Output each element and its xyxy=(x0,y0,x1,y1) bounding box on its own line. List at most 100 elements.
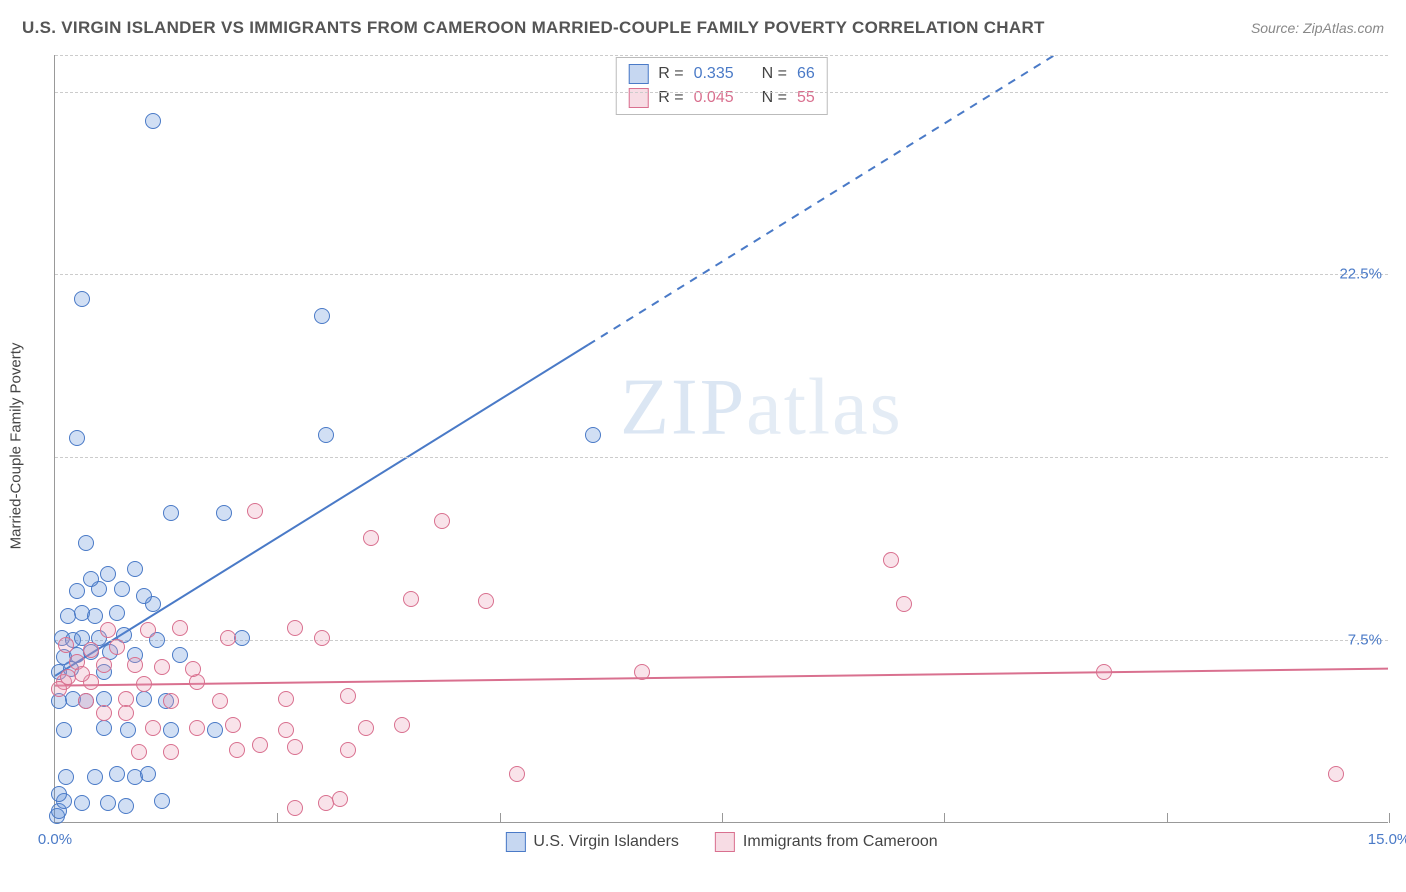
gridline-h xyxy=(55,55,1388,56)
r-label: R = xyxy=(658,65,683,83)
data-point xyxy=(340,688,356,704)
correlation-stats-box: R =0.335N =66R =0.045N =55 xyxy=(615,57,828,115)
data-point xyxy=(145,113,161,129)
data-point xyxy=(58,637,74,653)
x-tick-label: 15.0% xyxy=(1368,831,1406,848)
gridline-h xyxy=(55,274,1388,275)
data-point xyxy=(96,657,112,673)
data-point xyxy=(100,795,116,811)
data-point xyxy=(56,722,72,738)
data-point xyxy=(185,661,201,677)
data-point xyxy=(229,742,245,758)
gridline-h xyxy=(55,92,1388,93)
data-point xyxy=(252,737,268,753)
watermark: ZIPatlas xyxy=(620,362,903,453)
data-point xyxy=(100,622,116,638)
gridline-h xyxy=(55,640,1388,641)
data-point xyxy=(189,720,205,736)
data-point xyxy=(136,691,152,707)
data-point xyxy=(287,620,303,636)
data-point xyxy=(394,717,410,733)
data-point xyxy=(287,739,303,755)
data-point xyxy=(118,798,134,814)
data-point xyxy=(51,786,67,802)
data-point xyxy=(163,744,179,760)
data-point xyxy=(87,769,103,785)
data-point xyxy=(83,571,99,587)
data-point xyxy=(216,505,232,521)
data-point xyxy=(58,769,74,785)
data-point xyxy=(247,503,263,519)
gridline-v xyxy=(722,813,723,823)
series-swatch xyxy=(715,832,735,852)
data-point xyxy=(585,427,601,443)
data-point xyxy=(78,693,94,709)
data-point xyxy=(140,766,156,782)
data-point xyxy=(74,666,90,682)
data-point xyxy=(127,561,143,577)
data-point xyxy=(109,639,125,655)
legend-item: Immigrants from Cameroon xyxy=(715,832,938,852)
data-point xyxy=(278,691,294,707)
data-point xyxy=(78,535,94,551)
stats-row: R =0.335N =66 xyxy=(628,62,815,86)
y-axis-label: Married-Couple Family Poverty xyxy=(8,343,25,550)
data-point xyxy=(118,691,134,707)
data-point xyxy=(896,596,912,612)
gridline-v xyxy=(277,813,278,823)
gridline-v xyxy=(944,813,945,823)
source-label: Source: ZipAtlas.com xyxy=(1251,20,1384,36)
legend-item: U.S. Virgin Islanders xyxy=(505,832,679,852)
data-point xyxy=(140,622,156,638)
data-point xyxy=(207,722,223,738)
gridline-v xyxy=(500,813,501,823)
data-point xyxy=(634,664,650,680)
data-point xyxy=(220,630,236,646)
data-point xyxy=(509,766,525,782)
data-point xyxy=(136,676,152,692)
data-point xyxy=(145,720,161,736)
data-point xyxy=(314,308,330,324)
data-point xyxy=(109,766,125,782)
data-point xyxy=(69,583,85,599)
data-point xyxy=(340,742,356,758)
n-value: 66 xyxy=(797,65,815,83)
data-point xyxy=(136,588,152,604)
data-point xyxy=(87,608,103,624)
y-tick-label: 22.5% xyxy=(1339,266,1382,283)
data-point xyxy=(434,513,450,529)
data-point xyxy=(318,427,334,443)
data-point xyxy=(51,681,67,697)
data-point xyxy=(154,793,170,809)
data-point xyxy=(212,693,228,709)
watermark-b: atlas xyxy=(746,363,903,451)
series-name: U.S. Virgin Islanders xyxy=(533,833,679,851)
data-point xyxy=(225,717,241,733)
series-swatch xyxy=(505,832,525,852)
plot-area: ZIPatlas R =0.335N =66R =0.045N =55 U.S.… xyxy=(54,55,1388,823)
data-point xyxy=(74,291,90,307)
chart-title: U.S. VIRGIN ISLANDER VS IMMIGRANTS FROM … xyxy=(22,18,1045,38)
data-point xyxy=(114,581,130,597)
data-point xyxy=(74,795,90,811)
data-point xyxy=(69,430,85,446)
y-tick-label: 7.5% xyxy=(1348,632,1382,649)
data-point xyxy=(172,647,188,663)
data-point xyxy=(363,530,379,546)
data-point xyxy=(96,720,112,736)
data-point xyxy=(332,791,348,807)
data-point xyxy=(478,593,494,609)
r-value: 0.335 xyxy=(694,65,734,83)
x-tick-label: 0.0% xyxy=(38,831,72,848)
data-point xyxy=(314,630,330,646)
data-point xyxy=(1328,766,1344,782)
data-point xyxy=(163,693,179,709)
data-point xyxy=(96,705,112,721)
gridline-h xyxy=(55,457,1388,458)
stats-row: R =0.045N =55 xyxy=(628,86,815,110)
data-point xyxy=(287,800,303,816)
gridline-v xyxy=(1389,813,1390,823)
data-point xyxy=(154,659,170,675)
data-point xyxy=(118,705,134,721)
data-point xyxy=(127,657,143,673)
